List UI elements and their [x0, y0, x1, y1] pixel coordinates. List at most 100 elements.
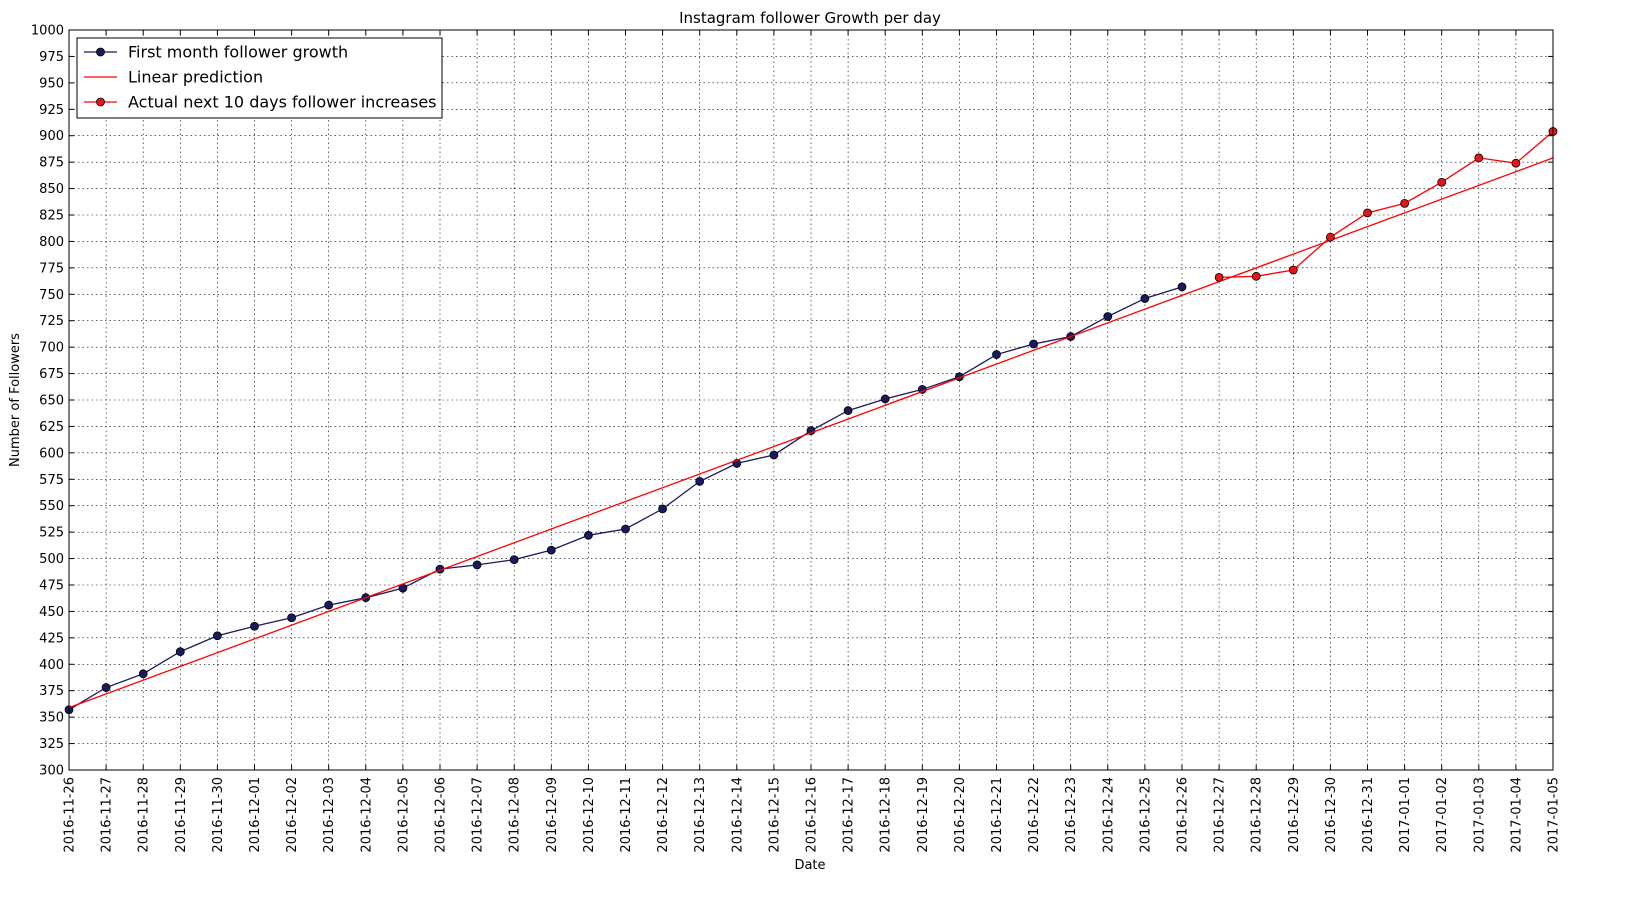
legend-marker	[96, 97, 105, 107]
x-tick-label: 2017-01-02	[1435, 777, 1450, 853]
x-tick-label: 2016-12-14	[730, 777, 745, 853]
data-point	[695, 476, 705, 486]
data-point	[992, 350, 1001, 359]
x-tick-label: 2017-01-04	[1509, 777, 1524, 853]
x-tick-label: 2016-12-03	[322, 777, 337, 853]
x-tick-label: 2016-12-19	[916, 777, 931, 853]
x-tick-label: 2016-12-02	[285, 777, 300, 853]
x-tick-label: 2016-12-28	[1250, 777, 1265, 853]
data-point	[1474, 153, 1484, 163]
y-tick-label: 300	[39, 764, 64, 779]
x-tick-label: 2017-01-05	[1547, 777, 1562, 853]
legend-label: First month follower growth	[128, 43, 348, 62]
y-tick-label: 600	[39, 446, 64, 461]
y-tick-label: 375	[39, 684, 64, 699]
x-tick-label: 2016-11-28	[137, 777, 152, 853]
x-tick-label: 2016-11-26	[63, 777, 78, 853]
y-tick-label: 950	[39, 76, 64, 91]
x-tick-label: 2016-12-09	[545, 777, 560, 853]
y-tick-label: 400	[39, 658, 64, 673]
x-tick-label: 2016-12-16	[805, 777, 820, 853]
y-tick-label: 750	[39, 288, 64, 303]
data-point	[1437, 177, 1447, 187]
data-point	[843, 406, 853, 415]
y-axis-label: Number of Followers	[8, 333, 23, 467]
x-tick-label: 2016-12-31	[1361, 777, 1376, 853]
y-tick-label: 875	[39, 156, 64, 171]
data-point	[509, 555, 519, 565]
y-tick-label: 1000	[31, 24, 64, 39]
y-tick-label: 575	[39, 473, 64, 488]
data-point	[1029, 339, 1038, 349]
y-tick-label: 850	[39, 182, 64, 197]
data-point	[1363, 208, 1372, 218]
y-tick-label: 450	[39, 605, 64, 620]
y-tick-label: 625	[39, 420, 64, 435]
x-tick-label: 2016-12-08	[508, 777, 523, 853]
data-point	[769, 450, 779, 460]
y-tick-label: 325	[39, 737, 64, 752]
y-tick-label: 650	[39, 394, 64, 409]
y-tick-label: 525	[39, 526, 64, 541]
data-point	[546, 545, 556, 555]
x-tick-label: 2016-11-27	[100, 777, 115, 853]
data-point	[1288, 265, 1298, 275]
x-tick-label: 2017-01-03	[1472, 777, 1487, 853]
y-tick-label: 550	[39, 499, 64, 514]
y-tick-label: 800	[39, 235, 64, 250]
x-tick-label: 2016-12-11	[619, 777, 634, 853]
y-tick-label: 675	[39, 367, 64, 382]
x-axis: 2016-11-26 2016-11-27 2016-11-28 2016-11-29…	[63, 30, 1562, 853]
legend-label: Actual next 10 days follower increases	[128, 93, 437, 112]
x-tick-label: 2016-12-05	[396, 777, 411, 853]
y-tick-label: 775	[39, 261, 64, 276]
plot-area	[64, 127, 1558, 715]
y-tick-label: 900	[39, 129, 64, 144]
y-axis: 300 325 350 375 400 425 450 475 500 525 550 575 600 6…	[31, 24, 1553, 779]
x-tick-label: 2016-12-18	[879, 777, 894, 853]
y-tick-label: 700	[39, 341, 64, 356]
x-axis-label: Date	[794, 858, 825, 873]
x-tick-label: 2016-12-15	[767, 777, 782, 853]
grid	[68, 29, 1554, 771]
x-tick-label: 2017-01-01	[1398, 777, 1413, 853]
data-point	[175, 647, 185, 656]
x-tick-label: 2016-12-23	[1064, 777, 1079, 853]
x-tick-label: 2016-12-22	[1027, 777, 1042, 853]
y-tick-label: 425	[39, 631, 64, 646]
x-tick-label: 2016-12-29	[1287, 777, 1302, 853]
data-point	[1140, 294, 1150, 303]
x-tick-label: 2016-12-20	[953, 777, 968, 853]
x-tick-label: 2016-12-01	[248, 777, 263, 853]
data-point	[212, 631, 222, 641]
data-point	[1251, 271, 1261, 281]
series-line	[68, 157, 1554, 709]
x-tick-label: 2016-12-12	[656, 777, 671, 853]
data-point	[1177, 282, 1187, 292]
x-tick-label: 2016-12-30	[1324, 777, 1339, 853]
x-tick-label: 2016-12-07	[471, 777, 486, 853]
x-tick-label: 2016-12-24	[1101, 777, 1116, 853]
data-point	[1214, 272, 1224, 282]
legend-label: Linear prediction	[128, 68, 263, 87]
data-point	[138, 669, 148, 679]
y-tick-label: 925	[39, 103, 64, 118]
x-tick-label: 2016-12-26	[1176, 777, 1191, 853]
data-point	[472, 560, 482, 570]
data-point	[1400, 198, 1409, 208]
x-tick-label: 2016-12-04	[359, 777, 374, 853]
data-point	[658, 504, 667, 514]
y-tick-label: 350	[39, 711, 64, 726]
y-tick-label: 475	[39, 579, 64, 594]
data-point	[324, 600, 334, 610]
data-point	[1511, 158, 1521, 168]
data-point	[287, 613, 297, 623]
legend: First month follower growth Linear predic…	[76, 37, 443, 119]
y-tick-label: 825	[39, 209, 64, 224]
data-point	[250, 621, 259, 631]
y-tick-label: 725	[39, 314, 64, 329]
series-line	[1219, 130, 1554, 279]
x-tick-label: 2016-12-21	[990, 777, 1005, 853]
x-tick-label: 2016-12-25	[1138, 777, 1153, 853]
